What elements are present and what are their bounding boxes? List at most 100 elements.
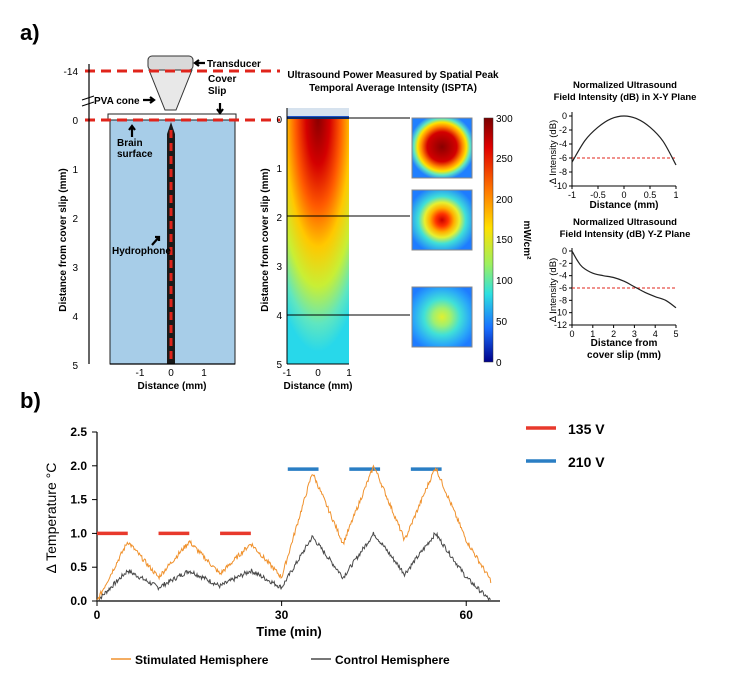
xy-title-2: Field Intensity (dB) in X-Y Plane [554, 92, 697, 103]
svg-text:2: 2 [276, 213, 282, 224]
temp-ytick-label: 0.0 [70, 594, 87, 608]
temp-ytick-label: 2.5 [70, 425, 87, 439]
schematic-x-ticks: -1 0 1 [136, 368, 208, 379]
brain-surface-label-1: Brain [117, 138, 143, 149]
svg-text:-14: -14 [64, 67, 79, 78]
colorbar-ticks: 300 250 200 150 100 50 0 [496, 114, 513, 369]
svg-text:100: 100 [496, 276, 513, 287]
xy-xtick-label: 0.5 [644, 190, 657, 200]
yz-ytick-label: -12 [554, 320, 567, 330]
temp-ticks: 0.0 0.5 1.0 1.5 2.0 2.5 0 30 60 [70, 425, 473, 622]
svg-text:0: 0 [168, 368, 174, 379]
svg-text:300: 300 [496, 114, 513, 125]
temp-xtick-label: 30 [275, 608, 289, 622]
series-stimulated-hemisphere [96, 464, 492, 601]
hydrophone-shaft [167, 122, 175, 364]
panel-a-label: a) [20, 20, 40, 45]
yz-ytick-label: 0 [562, 246, 567, 256]
hydrophone-arrow-icon [151, 235, 161, 246]
yz-ytick-label: -4 [559, 271, 567, 281]
temp-ytick-label: 0.5 [70, 560, 87, 574]
yz-ytick-label: -8 [559, 295, 567, 305]
heatmap-x-ticks: -1 0 1 [283, 368, 353, 379]
svg-text:-1: -1 [136, 368, 145, 379]
pva-arrow-icon [143, 96, 156, 104]
xy-xtick-label: 1 [673, 190, 678, 200]
yz-xtick-label: 5 [673, 329, 678, 339]
svg-text:0: 0 [276, 115, 282, 126]
svg-text:5: 5 [276, 360, 282, 371]
xy-xtick-label: 0 [621, 190, 626, 200]
svg-text:1: 1 [276, 164, 282, 175]
xy-xtick-label: -1 [568, 190, 576, 200]
xy-ytick-label: -4 [559, 139, 567, 149]
heatmap-title-2: Temporal Average Intensity (ISPTA) [309, 83, 477, 94]
yz-xtick-label: 1 [590, 329, 595, 339]
xy-ytick-label: -10 [554, 181, 567, 191]
schematic-xlabel: Distance (mm) [138, 381, 207, 392]
heatmap-title-1: Ultrasound Power Measured by Spatial Pea… [287, 70, 499, 81]
xy-title-1: Normalized Ultrasound [573, 80, 677, 91]
svg-text:150: 150 [496, 235, 513, 246]
yz-xtick-label: 2 [611, 329, 616, 339]
schematic-y-ticks: -14 0 1 2 3 4 5 [64, 67, 79, 372]
xy-ytick-label: -6 [559, 153, 567, 163]
yz-xtick-label: 0 [569, 329, 574, 339]
colorbar-label: mW/cm² [521, 221, 532, 261]
svg-text:-1: -1 [283, 368, 292, 379]
temp-xtick-label: 60 [460, 608, 474, 622]
yz-ticks: 0 1 2 3 4 5 0 -2 -4 -6 -8 -10 -12 [554, 246, 679, 339]
heatmap-xlabel: Distance (mm) [284, 381, 353, 392]
brain-arrow-icon [128, 124, 136, 137]
svg-text:0: 0 [496, 358, 502, 369]
temp-ylabel: Δ Temperature °C [43, 463, 59, 574]
hydrophone-label: Hydrophone [112, 246, 171, 257]
legend-stimulated-label: Stimulated Hemisphere [135, 653, 269, 667]
svg-text:0: 0 [315, 368, 321, 379]
svg-text:4: 4 [276, 311, 282, 322]
svg-text:1: 1 [201, 368, 207, 379]
yz-curve [571, 250, 677, 309]
heatmap-top-strip [287, 108, 349, 118]
xy-ytick-label: -8 [559, 167, 567, 177]
schematic-ylabel: Distance from cover slip (mm) [58, 168, 69, 311]
cover-slip-label-1: Cover [208, 74, 236, 85]
section-0mm [411, 117, 473, 179]
svg-text:0: 0 [72, 116, 78, 127]
yz-ytick-label: -10 [554, 308, 567, 318]
svg-text:3: 3 [72, 263, 78, 274]
temp-ytick-label: 1.5 [70, 493, 87, 507]
temp-series [96, 464, 492, 602]
svg-text:2: 2 [72, 214, 78, 225]
series-legend: Stimulated Hemisphere Control Hemisphere [111, 653, 450, 667]
transducer-label: Transducer [207, 59, 261, 70]
legend-135v-label: 135 V [568, 421, 605, 437]
voltage-legend: 135 V 210 V [526, 421, 605, 470]
xy-ticks: -1 -0.5 0 0.5 1 0 -2 -4 -6 -8 -10 [554, 111, 679, 200]
colorbar [483, 117, 494, 363]
xy-xlabel: Distance (mm) [590, 200, 659, 211]
yz-xlabel-2: cover slip (mm) [587, 350, 661, 361]
temp-xlabel: Time (min) [256, 624, 322, 639]
xy-ytick-label: -2 [559, 125, 567, 135]
cover-slip-label-2: Slip [208, 86, 226, 97]
xy-ylabel: Δ Intensity (dB) [548, 120, 559, 184]
legend-control-label: Control Hemisphere [335, 653, 450, 667]
xy-curve [571, 115, 677, 166]
heatmap-ylabel: Distance from cover slip (mm) [260, 168, 271, 311]
xy-plot: Normalized Ultrasound Field Intensity (d… [548, 80, 696, 211]
svg-text:50: 50 [496, 317, 508, 328]
transducer-arrow-icon [193, 59, 205, 67]
yz-title-1: Normalized Ultrasound [573, 217, 677, 228]
pva-cone [148, 69, 193, 111]
transducer [147, 55, 194, 71]
heatmap-field [287, 118, 349, 364]
svg-text:1: 1 [72, 165, 78, 176]
svg-text:5: 5 [72, 361, 78, 372]
xy-ytick-label: 0 [562, 111, 567, 121]
svg-text:1: 1 [346, 368, 352, 379]
yz-ylabel: Δ Intensity (dB) [548, 258, 559, 322]
yz-plot: Normalized Ultrasound Field Intensity (d… [548, 217, 690, 361]
schematic [81, 55, 280, 365]
yz-xtick-label: 4 [653, 329, 658, 339]
